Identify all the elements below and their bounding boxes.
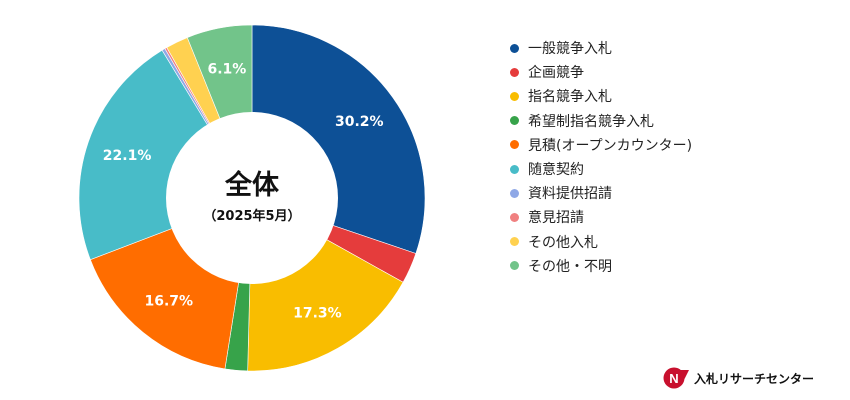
brand-mark-icon: N [663,367,689,389]
legend-label: その他入札 [528,234,598,251]
legend-label: 希望制指名競争入札 [528,113,654,130]
donut-slices [78,24,426,372]
slice-value-label: 22.1% [103,148,152,164]
legend-item: 随意契約 [510,157,692,181]
brand-logo: N 入札リサーチセンター [663,366,814,390]
chart-legend: 一般競争入札 企画競争指名競争入札希望制指名競争入札見積(オープンカウンター) 随意… [510,36,692,278]
legend-label: 企画競争 [528,65,584,82]
slice-value-label: 30.2% [335,114,384,130]
legend-item: 資料提供招請 [510,181,692,205]
brand-name: 入札リサーチセンター [694,371,815,386]
brand-mark-letter: N [669,371,678,386]
legend-swatch [510,212,519,222]
legend-swatch [510,67,519,77]
legend-item: 意見招請 [510,205,692,229]
slice-labels: 30.2% 17.3% 16.7% 22.1% 6.1% [103,61,384,321]
legend-item: その他・不明 [510,254,692,278]
legend-label: 指名競争入札 [528,89,612,106]
legend-label: 資料提供招請 [528,186,612,203]
legend-swatch [510,140,519,150]
chart-subtitle: （2025年5月） [203,208,300,224]
legend-item: 希望制指名競争入札 [510,109,692,133]
legend-swatch [510,116,519,126]
legend-label: 随意契約 [528,162,584,179]
legend-item: その他入札 [510,230,692,254]
legend-swatch [510,237,519,247]
legend-swatch [510,43,519,53]
legend-swatch [510,164,519,174]
slice-value-label: 17.3% [293,306,342,322]
legend-swatch [510,188,519,198]
legend-item: 見積(オープンカウンター) [510,133,692,157]
legend-label: その他・不明 [528,258,612,275]
legend-swatch [510,261,519,271]
legend-item: 一般競争入札 [510,36,692,60]
slice-value-label: 16.7% [145,294,194,310]
donut-hole [166,112,338,284]
legend-label: 一般競争入札 [528,41,612,58]
legend-swatch [510,91,519,101]
legend-item: 企画競争 [510,60,692,84]
brand-mark-circle [663,367,685,389]
legend-label: 見積(オープンカウンター) [528,137,693,154]
brand-mark-arrow [680,370,689,379]
legend-item: 指名競争入札 [510,84,692,108]
slice-value-label: 6.1% [207,61,246,77]
chart-title: 全体 [224,169,280,201]
legend-label: 意見招請 [528,210,584,227]
